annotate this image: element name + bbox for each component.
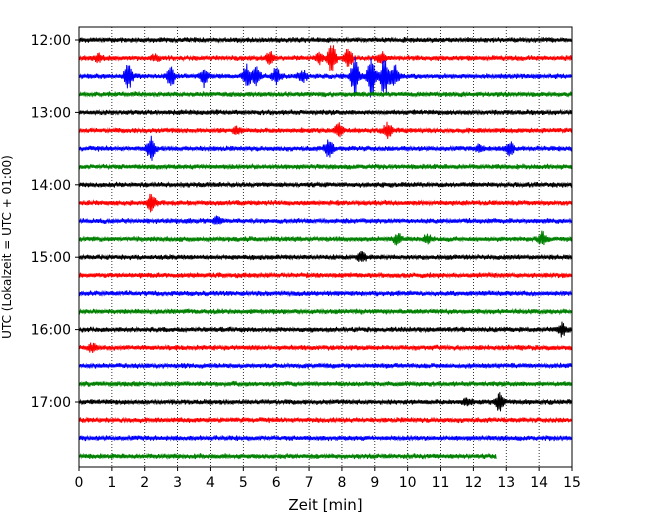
x-tick-label: 5 xyxy=(239,475,248,491)
x-tick-label: 10 xyxy=(399,475,417,491)
seismogram-trace xyxy=(78,121,572,140)
y-tick-label: 17:00 xyxy=(31,395,71,411)
seismogram-trace xyxy=(78,342,572,354)
y-tick-label: 15:00 xyxy=(31,250,71,266)
seismogram-trace xyxy=(78,289,572,298)
x-tick-label: 7 xyxy=(305,475,314,491)
seismogram-trace xyxy=(78,307,572,316)
x-tick-label: 8 xyxy=(337,475,346,491)
x-tick-label: 9 xyxy=(370,475,379,491)
seismogram-trace xyxy=(78,434,572,442)
seismogram-trace xyxy=(78,162,572,171)
x-tick-label: 13 xyxy=(497,475,515,491)
seismogram-trace xyxy=(78,135,572,161)
x-tick-label: 6 xyxy=(272,475,281,491)
seismogram-trace xyxy=(78,362,572,370)
x-tick-label: 15 xyxy=(563,475,581,491)
seismogram-trace xyxy=(78,250,572,263)
seismogram-trace xyxy=(78,36,572,44)
grid xyxy=(111,27,540,467)
seismogram-trace xyxy=(78,380,572,388)
y-tick-label: 12:00 xyxy=(31,33,71,49)
y-axis-label: UTC (Lokalzeit = UTC + 01:00) xyxy=(0,155,14,339)
seismogram-trace xyxy=(78,180,572,189)
x-tick-label: 3 xyxy=(173,475,182,491)
seismogram-trace xyxy=(78,271,572,279)
traces xyxy=(78,36,572,460)
y-tick-label: 14:00 xyxy=(31,178,71,194)
seismogram-trace xyxy=(78,193,572,213)
x-axis-label: Zeit [min] xyxy=(288,496,362,514)
seismogram-trace xyxy=(78,230,572,246)
seismogram-trace xyxy=(78,56,572,98)
x-tick-label: 11 xyxy=(432,475,450,491)
seismogram-trace xyxy=(78,392,572,412)
seismogram-trace xyxy=(78,215,572,225)
x-tick-label: 12 xyxy=(464,475,482,491)
y-tick-label: 13:00 xyxy=(31,105,71,121)
axes: 0 1 2 3 4 5 6 7 8 9 10 11 12 13 14 1512:0013:0014:0015:… xyxy=(31,33,581,491)
seismogram-trace xyxy=(78,321,572,338)
seismogram-trace xyxy=(78,452,497,460)
x-tick-label: 0 xyxy=(75,475,84,491)
seismogram-trace xyxy=(78,90,572,98)
x-tick-label: 1 xyxy=(107,475,116,491)
plot-frame xyxy=(78,26,573,468)
x-tick-label: 4 xyxy=(206,475,215,491)
x-tick-label: 14 xyxy=(530,475,548,491)
seismogram-trace xyxy=(78,416,572,424)
seismogram-trace xyxy=(78,45,572,71)
y-tick-label: 16:00 xyxy=(31,323,71,339)
seismogram-trace xyxy=(78,108,572,117)
x-tick-label: 2 xyxy=(140,475,149,491)
